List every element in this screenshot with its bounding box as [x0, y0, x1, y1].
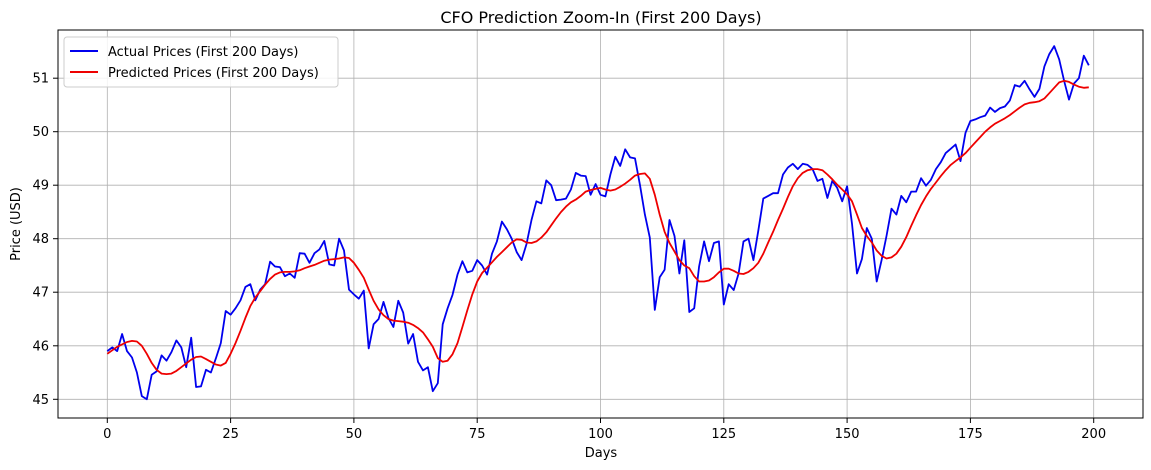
y-tick-label: 47: [32, 286, 49, 301]
y-tick-label: 50: [32, 125, 49, 140]
legend-label-actual: Actual Prices (First 200 Days): [108, 45, 299, 60]
y-tick-label: 45: [32, 393, 49, 408]
chart-title: CFO Prediction Zoom-In (First 200 Days): [440, 8, 761, 27]
y-axis-ticks: 45 46 47 48 49 50 51: [32, 72, 58, 408]
series-line-actual: [106, 45, 1090, 401]
series-line-predicted: [106, 79, 1089, 375]
legend-label-predicted: Predicted Prices (First 200 Days): [108, 66, 319, 81]
y-tick-label: 51: [32, 72, 49, 87]
y-tick-label: 48: [32, 232, 49, 247]
x-tick-label: 0: [103, 427, 111, 442]
y-axis-label: Price (USD): [9, 187, 24, 261]
y-tick-label: 49: [32, 179, 49, 194]
series-layer: [106, 45, 1090, 401]
x-tick-label: 175: [958, 427, 983, 442]
x-tick-label: 200: [1081, 427, 1106, 442]
x-tick-label: 100: [588, 427, 613, 442]
x-axis-label: Days: [585, 446, 618, 461]
y-tick-label: 46: [32, 339, 49, 354]
legend: Actual Prices (First 200 Days) Predicted…: [63, 36, 339, 88]
x-axis-ticks: 0 25 50 75 100 125 150 175 200: [103, 418, 1106, 442]
x-tick-label: 150: [835, 427, 860, 442]
x-tick-label: 25: [222, 427, 239, 442]
x-tick-label: 125: [711, 427, 736, 442]
legend-box: [63, 36, 339, 88]
x-tick-label: 75: [469, 427, 486, 442]
x-tick-label: 50: [346, 427, 363, 442]
